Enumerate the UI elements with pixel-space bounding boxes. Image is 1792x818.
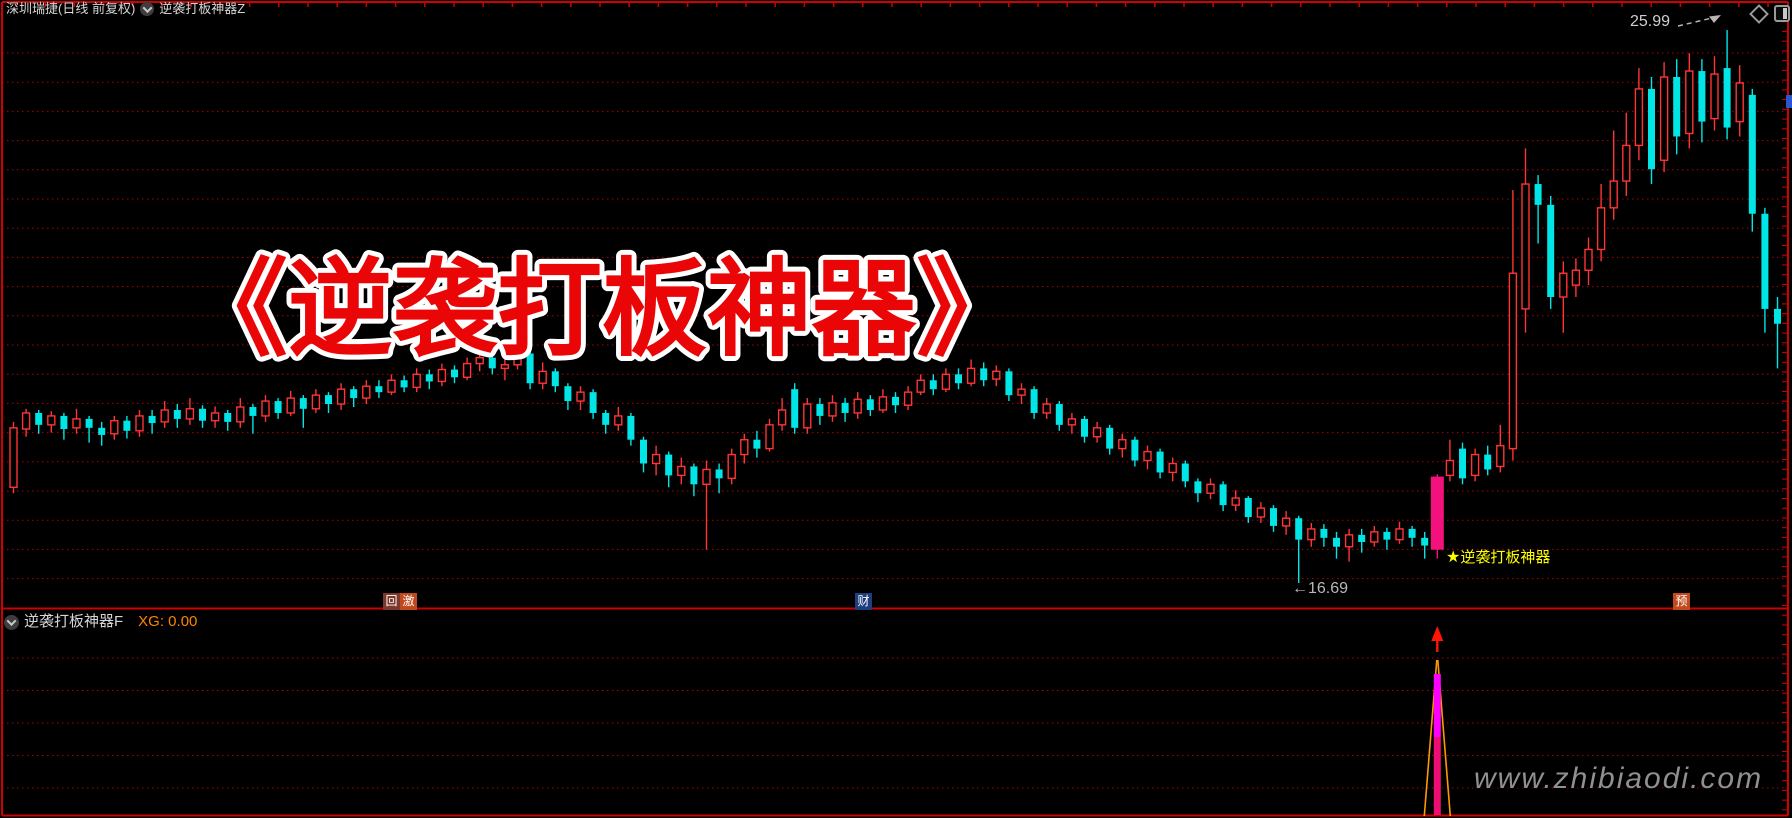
main-indicator-name[interactable]: 逆袭打板神器Z	[159, 1, 246, 16]
xg-value: XG: 0.00	[138, 613, 198, 630]
symbol-title: 深圳瑞捷(日线 前复权)	[6, 1, 136, 16]
chevron-down-icon[interactable]	[4, 614, 19, 630]
window-layout-icon[interactable]	[1774, 5, 1790, 22]
chevron-down-icon[interactable]	[140, 2, 155, 16]
right-edge-marker	[1786, 95, 1792, 108]
window-controls	[1749, 3, 1790, 24]
diamond-icon[interactable]	[1749, 3, 1769, 24]
event-tag-incentive[interactable]: 激	[400, 593, 417, 610]
event-tag-buyback[interactable]: 回	[383, 593, 400, 610]
chart-header: 深圳瑞捷(日线 前复权) 逆袭打板神器Z	[6, 1, 245, 17]
subpanel-indicator-name[interactable]: 逆袭打板神器F	[24, 613, 124, 630]
star-icon: ★	[1446, 549, 1461, 566]
low-price-label: ←16.69	[1292, 580, 1349, 597]
event-tag-forecast[interactable]: 预	[1673, 593, 1690, 610]
event-tag-finance[interactable]: 财	[855, 593, 872, 610]
watermark: www.zhibiaodi.com	[1474, 762, 1764, 795]
overlay-title: 《逆袭打板神器》	[183, 251, 1021, 369]
signal-label: ★逆袭打板神器	[1446, 546, 1550, 567]
signal-label-text: 逆袭打板神器	[1460, 549, 1551, 566]
high-price-label: 25.99	[1630, 13, 1671, 30]
subpanel-header: 逆袭打板神器F XG: 0.00	[4, 613, 197, 631]
